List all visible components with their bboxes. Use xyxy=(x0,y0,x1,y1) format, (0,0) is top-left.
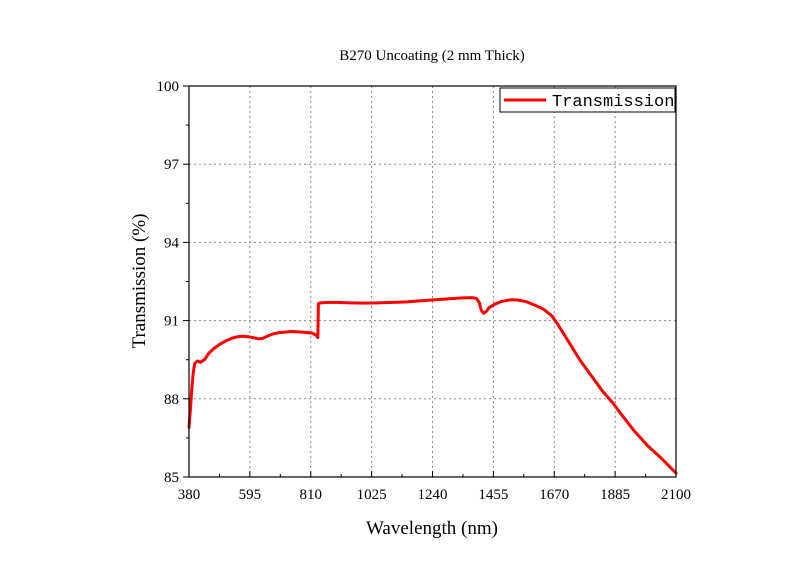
y-axis-label: Transmission (%) xyxy=(129,214,150,349)
y-tick-label: 100 xyxy=(157,79,180,95)
x-tick-label: 1240 xyxy=(418,487,448,503)
x-tick-label: 595 xyxy=(239,487,262,503)
legend: Transmission xyxy=(499,87,676,113)
x-tick-label: 810 xyxy=(300,487,323,503)
x-tick-label: 1670 xyxy=(539,487,569,503)
y-tick-label: 97 xyxy=(164,157,180,173)
x-axis-label: Wavelength (nm) xyxy=(366,518,498,539)
legend-label: Transmission xyxy=(552,93,674,112)
y-tick-label: 88 xyxy=(164,392,179,408)
x-tick-label: 1455 xyxy=(478,487,508,503)
series-line-layer xyxy=(187,296,678,475)
x-tick-label: 380 xyxy=(178,487,201,503)
chart-title: B270 Uncoating (2 mm Thick) xyxy=(339,48,525,64)
grid xyxy=(189,86,676,477)
y-tick-label: 94 xyxy=(164,235,180,251)
x-axis: 380 595 810 1025 1240 1455 1670 1885 2100 xyxy=(178,471,691,503)
x-tick-label: 2100 xyxy=(661,487,691,503)
y-tick-label: 91 xyxy=(164,314,179,330)
series-line-transmission xyxy=(187,296,678,475)
y-tick-label: 85 xyxy=(164,470,179,486)
x-tick-label: 1025 xyxy=(357,487,387,503)
x-tick-label: 1885 xyxy=(600,487,630,503)
y-axis: 85 88 91 94 97 100 xyxy=(157,79,189,486)
